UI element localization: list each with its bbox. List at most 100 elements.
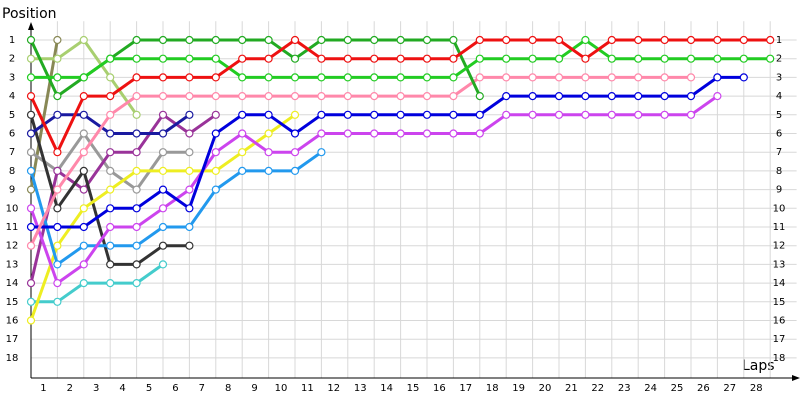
series-marker	[766, 35, 775, 45]
series-marker	[26, 91, 36, 101]
x-tick-label: 11	[301, 383, 314, 394]
series-marker	[370, 35, 379, 45]
x-tick-label: 24	[644, 383, 657, 394]
series-marker	[502, 110, 511, 119]
series-marker	[713, 91, 722, 101]
x-tick-label: 19	[512, 383, 525, 394]
series-marker	[660, 35, 669, 45]
series-marker	[26, 204, 36, 213]
series-marker	[475, 73, 484, 82]
series-marker	[317, 35, 326, 45]
series-marker	[53, 241, 62, 250]
series-marker	[158, 185, 168, 194]
x-tick-label: 27	[723, 383, 736, 394]
x-tick-label: 23	[618, 383, 631, 394]
series-marker	[106, 166, 115, 175]
y-tick-label-right: 5	[776, 110, 782, 121]
series-marker	[53, 279, 62, 288]
series-marker	[53, 91, 62, 101]
y-tick-label-right: 8	[776, 166, 782, 177]
series-marker	[264, 129, 273, 138]
series-marker	[79, 241, 88, 250]
series-marker	[238, 54, 247, 63]
x-tick-label: 22	[591, 383, 604, 394]
y-tick-label: 6	[9, 129, 15, 140]
series-marker	[290, 129, 300, 138]
series-marker	[132, 166, 141, 175]
series-marker	[79, 148, 88, 157]
series-marker	[634, 110, 643, 119]
series-marker	[238, 129, 247, 138]
y-tick-label-right: 18	[773, 353, 786, 364]
series-marker	[290, 73, 300, 82]
series-marker	[211, 91, 220, 101]
series-marker	[686, 54, 696, 63]
series-marker	[53, 185, 62, 194]
series-marker	[79, 110, 88, 119]
series-marker	[343, 73, 352, 82]
series-marker	[211, 35, 220, 45]
series-marker	[370, 110, 379, 119]
y-tick-label-right: 10	[773, 203, 786, 214]
y-tick-label: 10	[6, 203, 19, 214]
series-marker	[475, 54, 484, 63]
series-marker	[132, 241, 141, 250]
series-marker	[132, 222, 141, 232]
series-marker	[26, 316, 36, 325]
series-marker	[238, 148, 247, 157]
series-marker	[554, 91, 564, 101]
series-marker	[528, 54, 537, 63]
series-marker	[686, 110, 696, 119]
series-marker	[422, 91, 432, 101]
series-marker	[422, 129, 432, 138]
series-marker	[106, 129, 115, 138]
series-marker	[343, 110, 352, 119]
series-marker	[185, 110, 194, 119]
x-tick-label: 6	[172, 383, 178, 394]
series-marker	[158, 241, 168, 250]
series-marker	[581, 110, 590, 119]
series-marker	[528, 110, 537, 119]
y-tick-label-right: 15	[773, 297, 786, 308]
series-marker	[158, 91, 168, 101]
series-marker	[106, 279, 115, 288]
series-marker	[554, 110, 564, 119]
series-marker	[53, 222, 62, 232]
y-axis-label: Position	[2, 6, 57, 22]
series-marker	[185, 35, 194, 45]
series-marker	[475, 35, 484, 45]
x-tick-label: 9	[251, 383, 257, 394]
series-marker	[660, 73, 669, 82]
series-marker	[370, 129, 379, 138]
series-marker	[422, 110, 432, 119]
y-tick-label: 18	[6, 353, 19, 364]
series-marker	[554, 73, 564, 82]
series-marker	[581, 35, 590, 45]
y-tick-label-right: 9	[776, 185, 782, 196]
series-line	[29, 39, 59, 190]
y-tick-label: 7	[9, 147, 15, 158]
x-tick-label: 3	[93, 383, 99, 394]
y-tick-label: 9	[9, 185, 15, 196]
series-marker	[26, 110, 36, 119]
series-marker	[238, 35, 247, 45]
series-marker	[26, 185, 36, 194]
series-line	[29, 113, 217, 284]
series-marker	[317, 91, 326, 101]
series-marker	[26, 241, 36, 250]
series-marker	[396, 91, 405, 101]
series-marker	[185, 73, 194, 82]
series-marker	[158, 204, 168, 213]
series-marker	[132, 73, 141, 82]
series-marker	[132, 35, 141, 45]
x-tick-label: 28	[750, 383, 763, 394]
series-marker	[185, 185, 194, 194]
series-marker	[607, 54, 616, 63]
series-marker	[475, 91, 484, 101]
series-marker	[634, 35, 643, 45]
series-marker	[449, 129, 458, 138]
y-tick-label-right: 14	[773, 278, 786, 289]
x-tick-label: 10	[275, 383, 288, 394]
series-marker	[739, 73, 748, 82]
series-marker	[370, 73, 379, 82]
